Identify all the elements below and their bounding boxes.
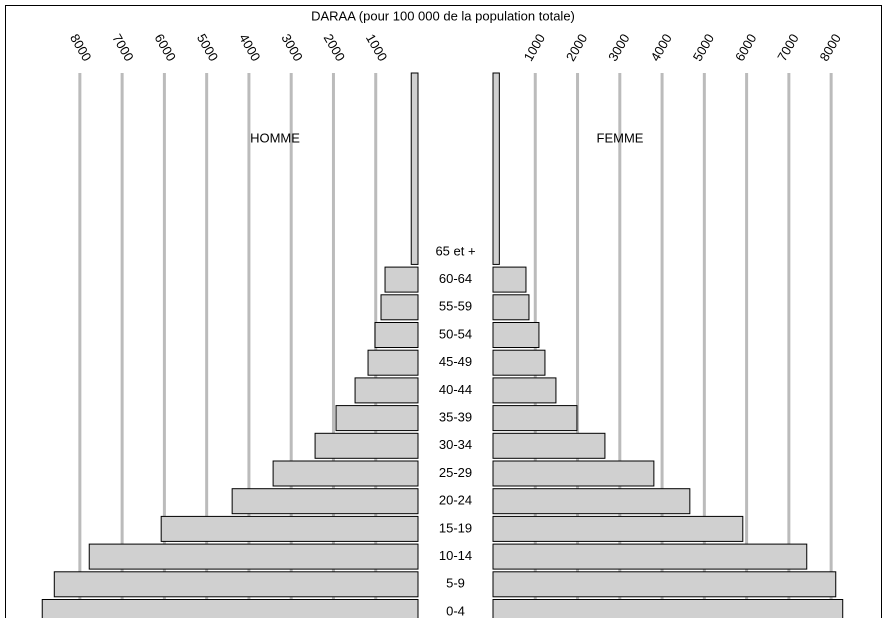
category-label: 25-29 [439, 465, 472, 480]
bar [335, 405, 419, 432]
bar [41, 599, 419, 618]
series-label: FEMME [597, 130, 644, 145]
category-label: 30-34 [439, 437, 472, 452]
category-label: 15-19 [439, 520, 472, 535]
bar [492, 571, 837, 598]
category-label: 60-64 [439, 271, 472, 286]
category-label: 55-59 [439, 299, 472, 314]
category-label: 40-44 [439, 382, 472, 397]
bar [384, 266, 419, 293]
bar [367, 349, 419, 376]
bar [492, 488, 691, 515]
bar [492, 405, 578, 432]
category-label: 45-49 [439, 354, 472, 369]
chart-title: DARAA (pour 100 000 de la population tot… [311, 8, 575, 23]
bar [314, 432, 419, 459]
bar [231, 488, 419, 515]
bar [53, 571, 419, 598]
bar [354, 377, 419, 404]
bar [492, 432, 606, 459]
bar [492, 294, 530, 321]
category-label: 10-14 [439, 548, 472, 563]
category-label: 5-9 [446, 576, 465, 591]
category-label: 0-4 [446, 603, 465, 618]
bar [160, 515, 419, 542]
bar [492, 515, 744, 542]
bar [492, 322, 540, 348]
bar [492, 460, 655, 487]
category-label: 20-24 [439, 493, 472, 508]
bar [410, 72, 419, 265]
bar [88, 543, 419, 570]
category-label: 65 et + [435, 243, 475, 258]
bar [492, 72, 500, 265]
bar [492, 599, 844, 618]
category-label: 35-39 [439, 410, 472, 425]
bar [492, 543, 808, 570]
bar [272, 460, 419, 487]
bar [492, 266, 527, 293]
bar [380, 294, 419, 321]
bar [492, 349, 546, 376]
bar [492, 377, 557, 404]
bar [374, 322, 419, 348]
series-label: HOMME [250, 130, 300, 145]
category-label: 50-54 [439, 326, 472, 341]
